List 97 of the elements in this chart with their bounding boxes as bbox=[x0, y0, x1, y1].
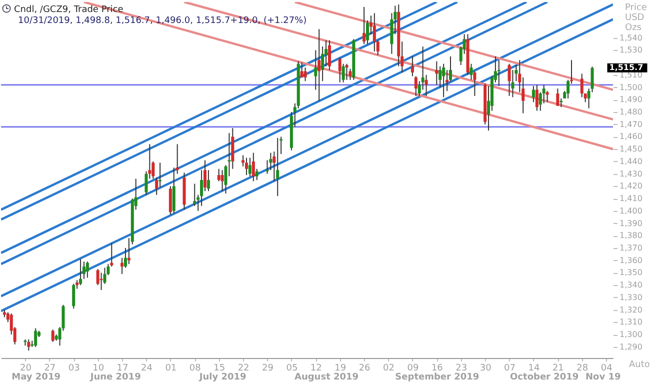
y-tick-label: 1,480 bbox=[620, 108, 642, 117]
y-tick-label: 1,440 bbox=[620, 156, 642, 166]
y-tick-label: 1,370 bbox=[620, 243, 642, 252]
candlestick bbox=[362, 6, 366, 45]
candlestick bbox=[535, 84, 538, 112]
x-tick-label: 23 bbox=[456, 364, 468, 374]
candlestick bbox=[345, 63, 348, 80]
candlestick bbox=[410, 56, 414, 77]
candlestick bbox=[328, 40, 331, 70]
candlestick bbox=[217, 168, 220, 182]
x-tick-label: 07 bbox=[504, 364, 516, 374]
y-tick-label: 1,330 bbox=[620, 292, 642, 302]
x-tick-label: 12 bbox=[310, 364, 322, 374]
candlestick bbox=[248, 157, 252, 177]
y-tick-label: 1,390 bbox=[620, 218, 642, 228]
candlestick bbox=[220, 170, 224, 192]
y-tick-label: 1,460 bbox=[620, 132, 642, 142]
x-tick-label: 09 bbox=[407, 364, 419, 374]
x-tick-label: 05 bbox=[286, 364, 298, 374]
x-tick-label: 30 bbox=[480, 364, 492, 374]
x2-tick-label: Nov 19 bbox=[586, 372, 621, 382]
x-tick-label: 04 bbox=[600, 364, 613, 374]
candlestick bbox=[269, 152, 272, 171]
x-tick-label: 19 bbox=[334, 364, 346, 374]
x-tick-label: 21 bbox=[552, 364, 564, 374]
chart-title: Cndl, /GCZ9, Trade Price bbox=[14, 5, 124, 15]
y-tick-label: 1,470 bbox=[620, 120, 642, 129]
candlestick bbox=[72, 283, 76, 310]
candlestick bbox=[300, 62, 304, 78]
y-tick-label: 1,350 bbox=[620, 268, 642, 278]
x-tick-label: 01 bbox=[165, 364, 177, 374]
x-tick-label: 24 bbox=[140, 364, 153, 374]
x-tick-label: 28 bbox=[576, 364, 588, 374]
y-tick-label: 1,540 bbox=[620, 33, 642, 42]
candlestick bbox=[338, 57, 342, 83]
x-tick-label: 15 bbox=[214, 364, 226, 374]
x-tick-label: 26 bbox=[358, 364, 371, 374]
text: Auto bbox=[629, 360, 650, 370]
candlestick bbox=[34, 328, 38, 348]
x2-tick-label: May 2019 bbox=[12, 372, 60, 382]
x-tick-label: 14 bbox=[528, 364, 540, 374]
candlestick bbox=[255, 168, 258, 180]
x-tick-label: 02 bbox=[383, 364, 394, 374]
candlestick bbox=[266, 160, 269, 174]
candlestick bbox=[435, 60, 438, 86]
candlestick bbox=[27, 338, 30, 352]
candlestick bbox=[86, 261, 89, 278]
candlestick bbox=[372, 12, 376, 52]
candlestick bbox=[96, 268, 100, 286]
y-tick-label: 1,400 bbox=[620, 206, 642, 216]
annotation: 1,515.7 bbox=[609, 62, 644, 72]
x-tick-label: 29 bbox=[262, 364, 274, 374]
candlestick bbox=[276, 137, 280, 197]
y-tick-label: 1,290 bbox=[620, 342, 642, 352]
y-tick-label: 1,420 bbox=[620, 182, 642, 191]
candlestick bbox=[252, 152, 255, 182]
candlestick bbox=[442, 63, 446, 98]
x-tick-label: 20 bbox=[20, 364, 32, 374]
candlestick bbox=[318, 28, 321, 102]
candlestick bbox=[304, 67, 307, 82]
x2-tick-label: June 2019 bbox=[89, 372, 141, 382]
candlestick bbox=[532, 86, 535, 103]
candlestick bbox=[127, 238, 130, 265]
y-tick-label: 1,340 bbox=[620, 280, 642, 290]
candlestick bbox=[79, 258, 82, 286]
x-tick-label: 08 bbox=[189, 364, 202, 374]
y-tick-label: 1,410 bbox=[620, 194, 642, 204]
y-axis-title: Price USD Ozs bbox=[625, 3, 648, 33]
y-tick-label: 1,300 bbox=[620, 330, 642, 340]
y-tick-label: 1,320 bbox=[620, 305, 642, 314]
x2-tick-label: October 2019 bbox=[510, 372, 579, 382]
text: 10/31/2019, 1,498.8, 1,516.7, 1,496.0, 1,515.7+19.0, (+1.27%) bbox=[18, 16, 307, 26]
y-tick-label: 1,310 bbox=[620, 318, 642, 327]
x-tick-label: 27 bbox=[44, 364, 56, 374]
y-tick-label: 1,450 bbox=[620, 144, 642, 154]
x-tick-label: 03 bbox=[68, 364, 80, 374]
x2-tick-label: July 2019 bbox=[198, 372, 246, 382]
candlestick bbox=[414, 76, 418, 96]
candlestick bbox=[348, 68, 352, 80]
x2-tick-label: September 2019 bbox=[395, 372, 480, 382]
candlestick bbox=[508, 63, 511, 96]
candlestick bbox=[580, 73, 584, 98]
x-tick-label: 17 bbox=[116, 364, 128, 374]
y-tick-label: 1,500 bbox=[620, 82, 642, 92]
y-tick-label: 1,490 bbox=[620, 95, 642, 104]
candlestick bbox=[120, 257, 124, 274]
x2-tick-label: August 2019 bbox=[294, 372, 359, 382]
x-tick-label: 10 bbox=[92, 364, 104, 374]
y-tick-label: 1,380 bbox=[620, 231, 642, 240]
candlestick bbox=[244, 157, 248, 176]
y-tick-label: 1,360 bbox=[620, 256, 642, 265]
x-tick-label: 16 bbox=[431, 364, 444, 374]
y-tick-label: 1,530 bbox=[620, 46, 642, 55]
x-tick-label: 22 bbox=[238, 364, 250, 374]
candlestick bbox=[556, 88, 560, 106]
candlestick bbox=[51, 329, 54, 342]
y-tick-label: 1,430 bbox=[620, 169, 642, 178]
